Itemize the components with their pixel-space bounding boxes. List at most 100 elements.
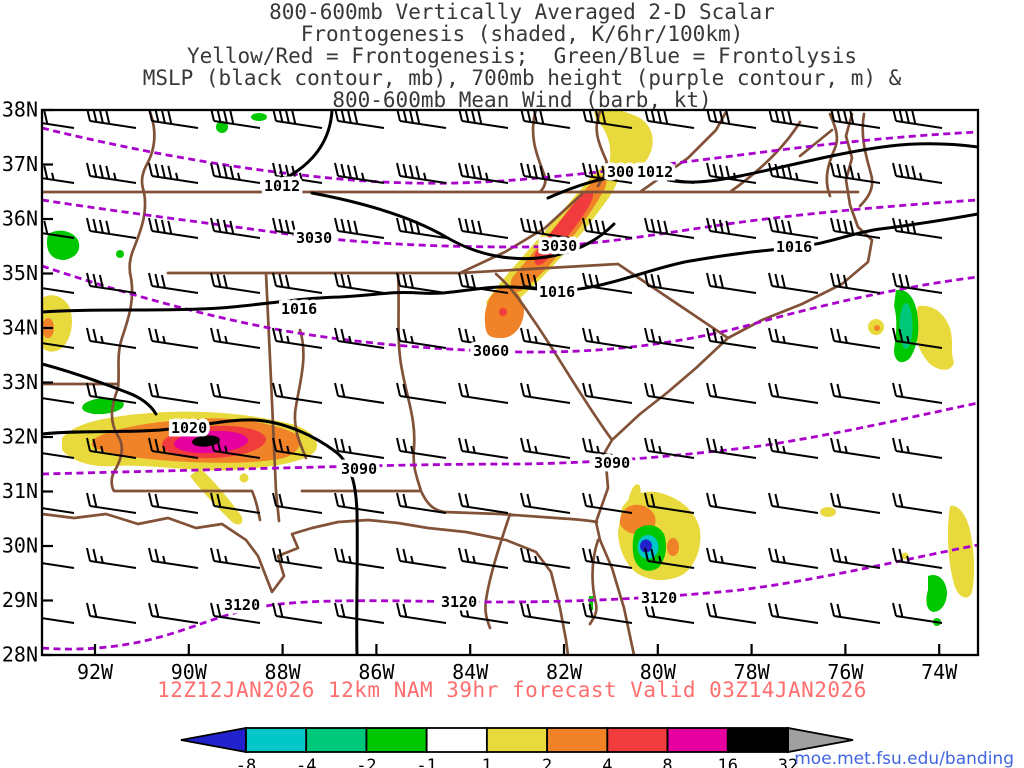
wind-barb [272,492,323,514]
forecast-caption: 12Z12JAN2026 12km NAM 39hr forecast Vali… [157,678,867,702]
wind-barb [86,272,137,294]
colorbar-tick-label: 8 [662,756,672,768]
shade-green-top1 [216,121,228,133]
wind-barb [706,327,757,349]
wind-barb [148,327,199,349]
wind-barb [830,217,881,239]
wind-barb [706,547,757,569]
wind-barb [396,162,447,184]
wind-barb [644,437,695,459]
wind-barb [830,547,881,569]
wind-barb [210,382,261,404]
wind-barb [396,382,447,404]
wind-barb [334,492,385,514]
title-line-3: Yellow/Red = Frontogenesis; Green/Blue =… [187,44,857,68]
wind-barb [830,327,881,349]
lat-tick-label: 35N [2,261,38,285]
wind-barb [458,492,509,514]
wind-barb [520,492,571,514]
wind-barb [42,287,75,294]
lon-tick-label: 80W [640,660,677,684]
wind-barb [892,602,943,624]
lon-tick-label: 84W [452,660,489,684]
wind-barb [892,382,943,404]
shade-yellow-fl-spike [628,484,641,508]
mslp-contour-1016-spur [42,362,158,416]
contour-label: 3120 [441,593,477,611]
lat-tick-label: 33N [2,370,38,394]
wind-barb [396,327,447,349]
title-line-5: 800-600mb Mean Wind (barb, kt) [332,88,711,112]
colorbar-segment [305,727,368,753]
lon-tick-label: 76W [827,660,864,684]
wind-barb [520,547,571,569]
wind-barb [42,452,75,459]
contour-label: 3030 [541,237,577,255]
wind-barb [458,547,509,569]
lat-tick-label: 28N [2,643,38,667]
colorbar-segment [546,727,609,753]
lon-tick-label: 88W [265,660,302,684]
site-link[interactable]: moe.met.fsu.edu/banding [794,749,1014,768]
wind-barb [458,217,509,239]
wind-barb [42,220,75,239]
frontogenesis-shading [42,110,975,626]
wind-barb [86,602,137,624]
wind-barb [210,327,261,349]
wind-barb [86,217,137,239]
contour-label: 3000 [607,163,643,181]
wind-barb [272,162,323,184]
contour-label: 3060 [473,342,509,360]
wind-barb [272,382,323,404]
shade-yellow-north-lobe [594,110,653,181]
wind-barb [458,162,509,184]
height-contour-3060 [42,264,978,354]
wind-barb [830,492,881,514]
wind-barb [458,272,509,294]
wind-barb [272,110,323,129]
wind-barb [148,547,199,569]
wind-barb [768,162,819,184]
wind-barb [334,327,385,349]
wind-barb [892,547,943,569]
lat-tick-label: 32N [2,425,38,449]
height-contour-3000 [42,126,978,185]
wind-barb [768,547,819,569]
wind-barb [334,382,385,404]
wind-barb [272,272,323,294]
wind-barb [830,382,881,404]
wind-barb [148,492,199,514]
contour-label: 1012 [264,177,300,195]
wind-barb [520,327,571,349]
wind-barb [86,437,137,459]
height-contour-3030 [42,198,978,249]
contour-label: 3120 [641,589,677,607]
wind-barb [644,162,695,184]
colorbar-segment [425,727,488,753]
wind-barb [520,162,571,184]
wind-barb [892,437,943,459]
wind-barb [334,547,385,569]
contour-label: 1016 [281,300,317,318]
wind-barb [42,110,75,129]
wind-barb [582,602,633,624]
wind-barb [148,110,199,129]
wind-barb [272,602,323,624]
wind-barb [520,382,571,404]
wind-barb [706,217,757,239]
wind-barb [706,602,757,624]
wind-barb [42,397,75,404]
wind-barb [830,437,881,459]
height-contour-3120 [42,543,978,651]
wind-barb [768,382,819,404]
shade-green-ms [82,397,124,415]
wind-barb [892,492,943,514]
wind-barb [42,342,75,349]
colorbar-segment [485,727,549,753]
mslp-contour-1012-west [262,110,616,261]
wind-barb [520,272,571,294]
wind-barb [458,327,509,349]
wind-barb [148,162,199,184]
wind-barb [768,492,819,514]
wind-barb [272,547,323,569]
